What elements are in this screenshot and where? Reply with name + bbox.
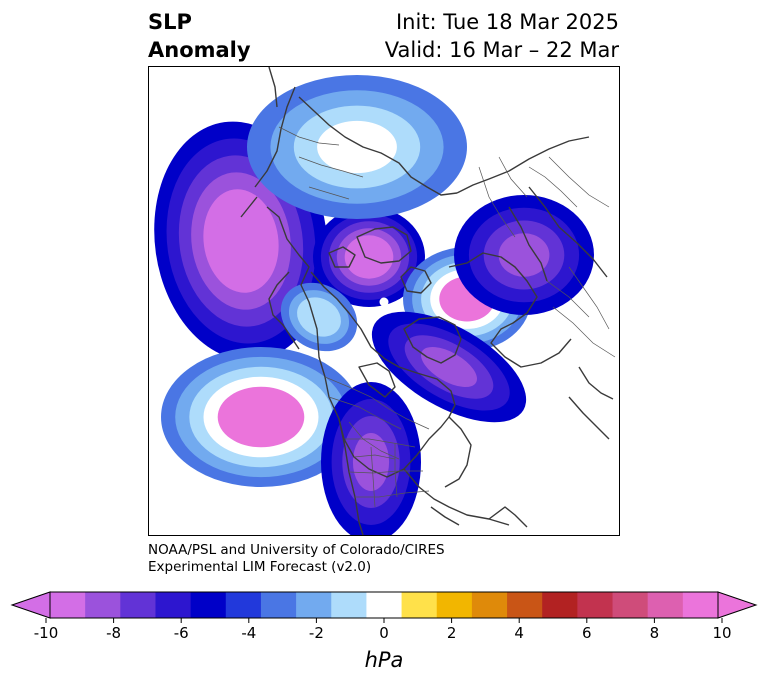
- negative-anomaly-central-us-contour-4: [352, 433, 390, 491]
- colorbar-tick-label-5: 0: [379, 624, 389, 642]
- map-title: SLP Anomaly: [148, 8, 251, 64]
- colorbar-cell-11: [436, 592, 473, 618]
- title-line-1: SLP: [148, 10, 192, 34]
- colorbar-tick-label-10: 10: [712, 624, 731, 642]
- coastlines: [240, 67, 614, 535]
- negative-anomaly-europe-contour-4: [498, 233, 550, 277]
- negative-anomaly-greenland-atlantic-contour-4: [421, 346, 477, 388]
- colorbar-cell-14: [542, 592, 578, 618]
- valid-range: Valid: 16 Mar – 22 Mar: [384, 38, 619, 62]
- init-date: Init: Tue 18 Mar 2025: [395, 10, 619, 34]
- colorbar-cell-13: [507, 592, 543, 618]
- colorbar-cell-18: [682, 592, 719, 618]
- negative-anomaly-europe: [454, 195, 594, 315]
- colorbar-cell-8: [331, 592, 367, 618]
- colorbar-arrow-high: [717, 591, 758, 619]
- negative-anomaly-central-us: [321, 382, 421, 535]
- colorbar-tick-label-4: -2: [309, 624, 324, 642]
- colorbar-arrow-low: [10, 591, 51, 619]
- negative-anomaly-arctic-contour-6: [352, 242, 386, 272]
- colorbar-tick-label-0: -10: [34, 624, 59, 642]
- colorbar-tick-label-3: -4: [241, 624, 256, 642]
- colorbar-cell-1: [85, 592, 121, 618]
- colorbar-cell-2: [120, 592, 156, 618]
- colorbar-cell-5: [225, 592, 262, 618]
- negative-anomaly-greenland-atlantic: [371, 311, 527, 423]
- colorbar-cell-9: [366, 592, 403, 618]
- colorbar-tick-label-8: 6: [582, 624, 592, 642]
- positive-anomaly-alaska: [280, 282, 358, 352]
- anomaly-map: [154, 67, 616, 535]
- colorbar-cell-17: [647, 592, 684, 618]
- credit-line-1: NOAA/PSL and University of Colorado/CIRE…: [148, 542, 445, 558]
- credit-line-2: Experimental LIM Forecast (v2.0): [148, 559, 372, 575]
- title-line-2: Anomaly: [148, 38, 251, 62]
- colorbar-cell-3: [155, 592, 192, 618]
- positive-anomaly-east-pacific-contour-6: [231, 396, 291, 438]
- colorbar-cell-7: [296, 592, 332, 618]
- positive-anomaly-east-asia: [247, 75, 467, 219]
- colorbar-cell-0: [50, 592, 86, 618]
- colorbar-cell-12: [471, 592, 508, 618]
- negative-anomaly-arctic: [313, 207, 425, 307]
- colorbar-cell-6: [260, 592, 297, 618]
- credit-block: NOAA/PSL and University of Colorado/CIRE…: [148, 542, 445, 576]
- positive-anomaly-east-pacific: [161, 347, 361, 487]
- north-pole-marker: [379, 297, 389, 307]
- colorbar-tick-label-1: -8: [106, 624, 121, 642]
- colorbar-cell-15: [577, 592, 614, 618]
- negative-anomaly-north-pacific-contour-6: [215, 206, 267, 276]
- colorbar-tick-label-2: -6: [174, 624, 189, 642]
- colorbar-cell-4: [190, 592, 227, 618]
- date-info: Init: Tue 18 Mar 2025 Valid: 16 Mar – 22…: [385, 8, 619, 64]
- positive-anomaly-east-asia-contour-4: [317, 120, 397, 174]
- units-label: hPa: [364, 648, 404, 672]
- map-panel: [148, 66, 620, 536]
- colorbar-tick-label-6: 2: [447, 624, 457, 642]
- colorbar-tick-label-7: 4: [514, 624, 524, 642]
- colorbar: -10 -8 -6 -4 -2 0 2 4 6 8 10: [10, 591, 758, 642]
- colorbar-tick-label-9: 8: [650, 624, 660, 642]
- country-borders: [278, 126, 616, 508]
- colorbar-cell-10: [401, 592, 438, 618]
- colorbar-cell-16: [612, 592, 649, 618]
